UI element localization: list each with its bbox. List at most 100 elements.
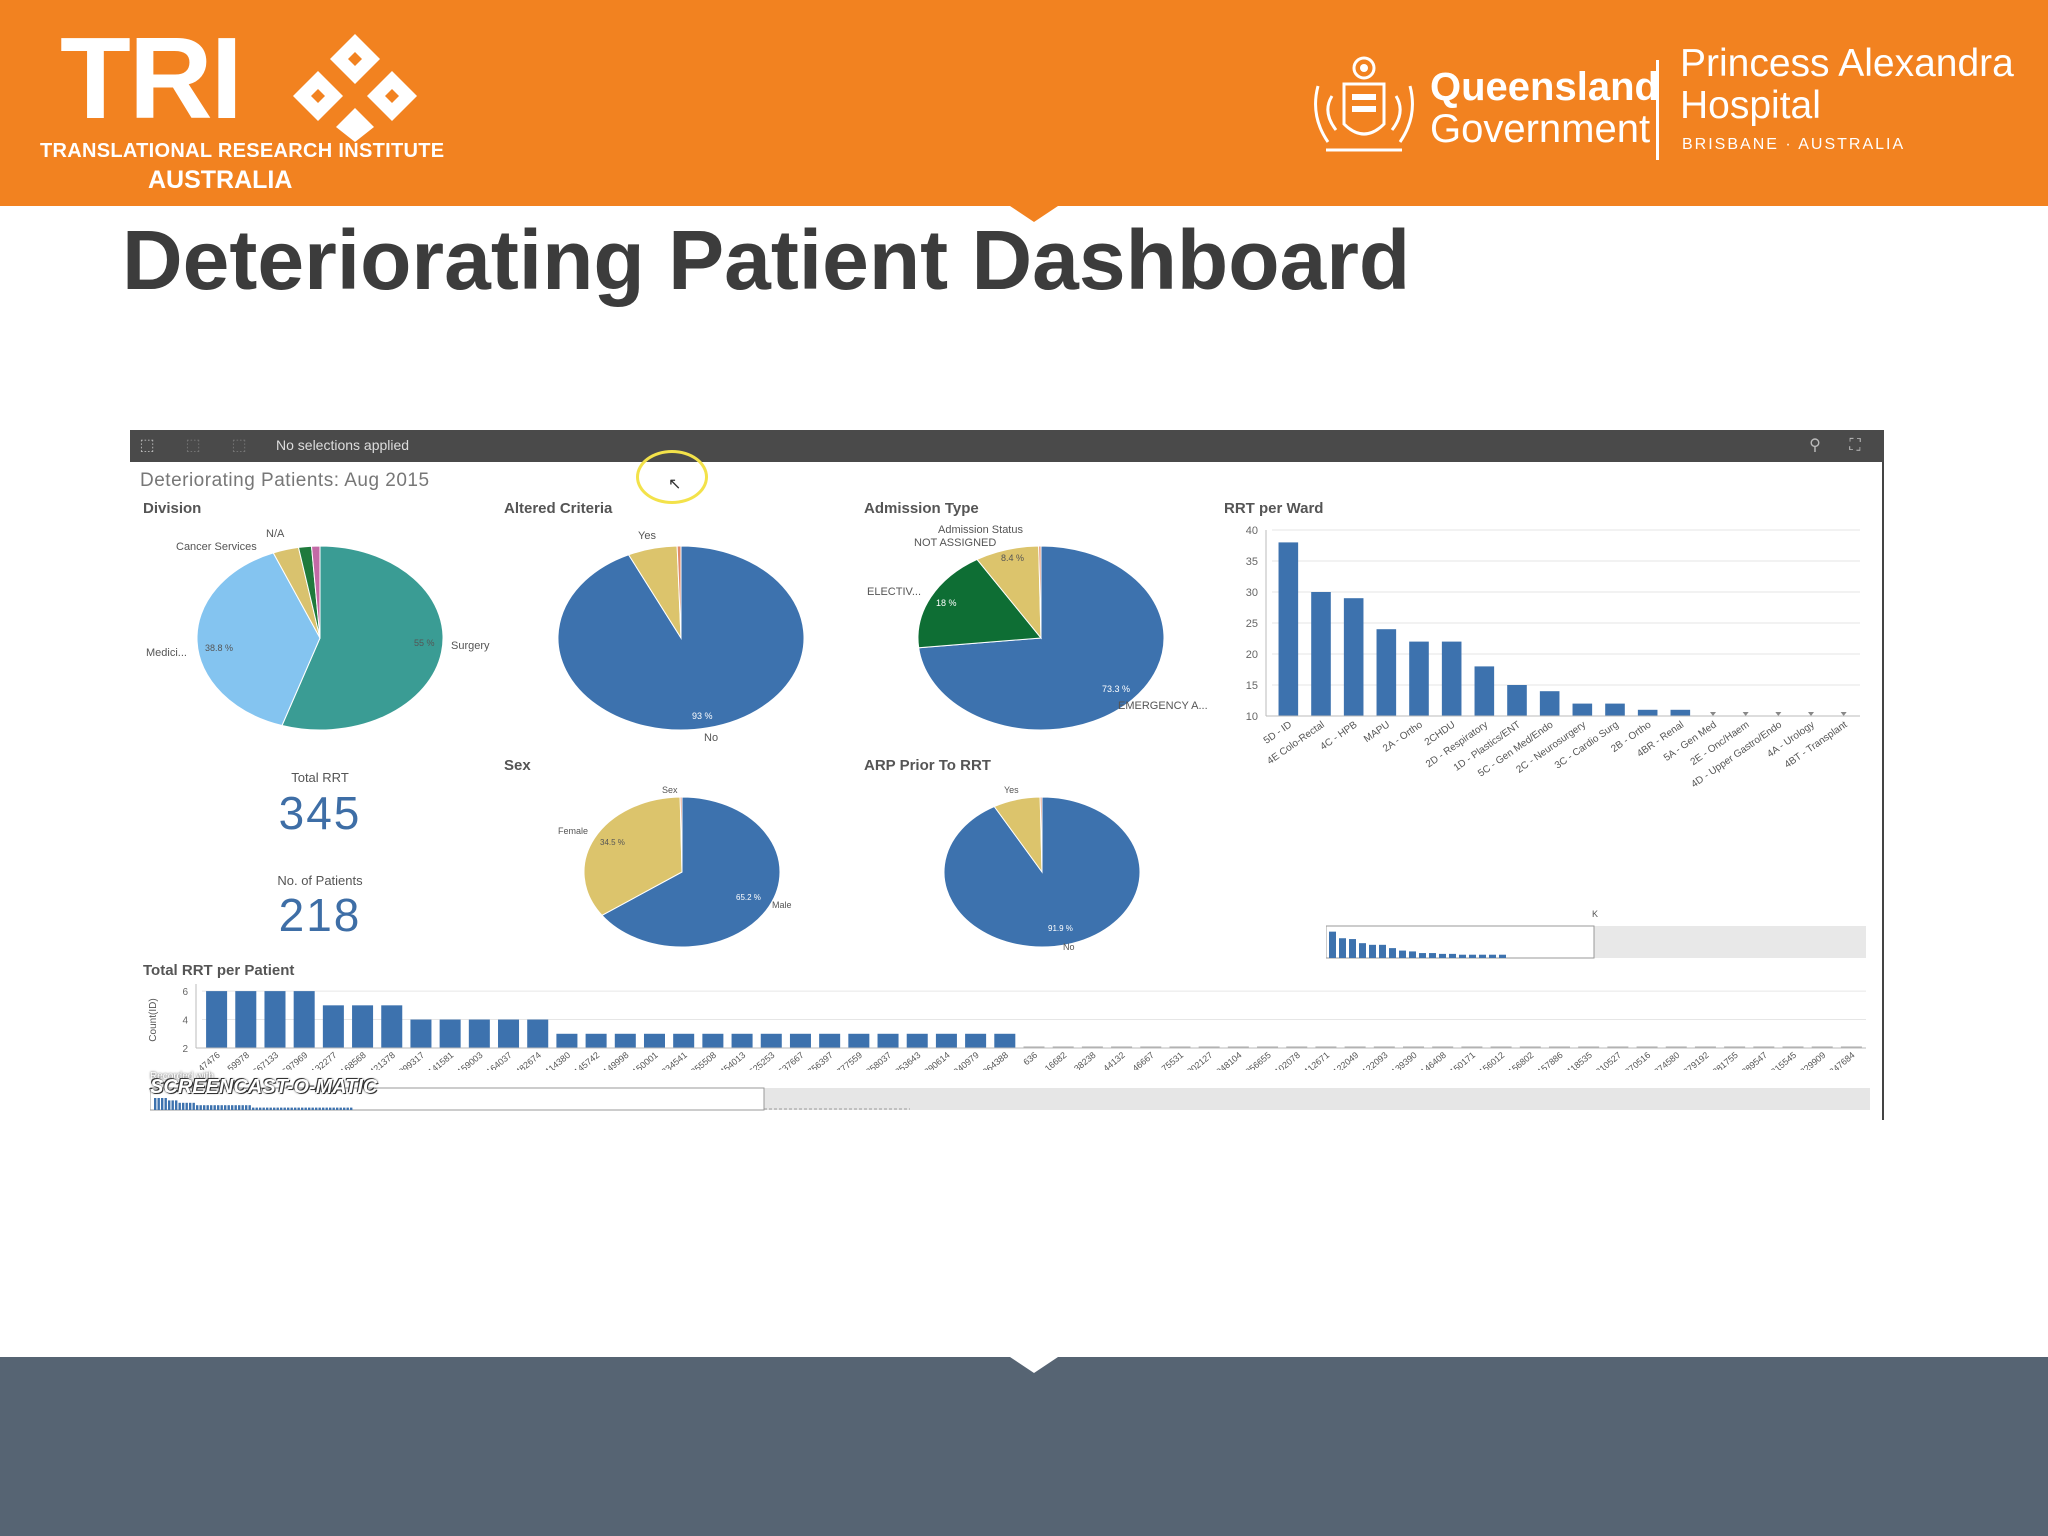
- division-pie[interactable]: [195, 544, 445, 732]
- tri-logo-word: TRI: [60, 13, 243, 143]
- pie-slice-male[interactable]: [601, 796, 781, 948]
- patient-bar[interactable]: [643, 1033, 666, 1048]
- selections-forward-icon[interactable]: ⬚: [185, 437, 201, 454]
- patient-bar[interactable]: [614, 1033, 636, 1048]
- ward-bar[interactable]: [1670, 709, 1691, 716]
- pie-slice-other[interactable]: [676, 545, 682, 639]
- mouse-cursor-icon: ↖: [668, 476, 682, 493]
- patient-bar[interactable]: [906, 1033, 928, 1048]
- total-rrt-patient-chart[interactable]: 2 4 6 Count(ID) 47476 59978 667133 697969113227…: [130, 978, 1870, 1070]
- patient-category-label: 454013: [718, 1050, 747, 1070]
- ward-bar[interactable]: [1742, 712, 1749, 716]
- patient-bar[interactable]: [789, 1033, 811, 1048]
- patient-category-label: 637667: [776, 1050, 805, 1070]
- patient-bar[interactable]: [235, 991, 257, 1048]
- scroll-preview-bar: [1469, 954, 1476, 958]
- patient-bar[interactable]: [527, 1019, 549, 1048]
- patient-bar[interactable]: [293, 991, 315, 1048]
- cursor-highlight: [636, 450, 708, 504]
- ward-bar[interactable]: [1605, 703, 1625, 716]
- selections-back-icon[interactable]: ⬚: [139, 437, 155, 454]
- admission-label-emergency: EMERGENCY A...: [1118, 700, 1208, 712]
- ward-bar[interactable]: [1376, 629, 1397, 716]
- pie-slice-other[interactable]: [310, 545, 321, 639]
- patient-bar[interactable]: [468, 1019, 490, 1048]
- pie-slice-other[interactable]: [1039, 796, 1043, 873]
- patient-category-label: 1114380: [540, 1050, 572, 1070]
- pie-slice-electiv-[interactable]: [917, 558, 1042, 649]
- rrt-ward-scrollbar[interactable]: [1326, 924, 1866, 960]
- sex-pct-female: 34.5 %: [600, 838, 625, 847]
- altered-criteria-pie[interactable]: [556, 544, 806, 732]
- ward-bar[interactable]: [1572, 703, 1593, 716]
- patient-bar[interactable]: [673, 1033, 695, 1048]
- patient-bar[interactable]: [352, 1005, 374, 1048]
- scroll-preview-bar: [217, 1105, 220, 1110]
- clear-selections-icon[interactable]: ⬚: [231, 437, 247, 454]
- patient-bar[interactable]: [381, 1005, 403, 1048]
- fullscreen-icon[interactable]: ⛶: [1849, 437, 1861, 454]
- scroll-preview-bar: [1359, 943, 1366, 958]
- patient-category-label: 1156012: [1474, 1050, 1507, 1070]
- y-tick-label: 10: [1246, 711, 1258, 723]
- ward-bar[interactable]: [1539, 691, 1560, 716]
- patient-bar[interactable]: [439, 1019, 461, 1048]
- ward-bar[interactable]: [1710, 712, 1716, 716]
- pie-slice-other[interactable]: [679, 796, 683, 873]
- ward-bar[interactable]: [1808, 712, 1814, 716]
- pie-slice-female[interactable]: [583, 796, 683, 916]
- patient-bar[interactable]: [585, 1033, 607, 1048]
- patient-bar[interactable]: [206, 991, 228, 1048]
- ward-bar[interactable]: [1637, 709, 1658, 716]
- patient-category-label: 1159003: [452, 1050, 485, 1070]
- patient-bar[interactable]: [410, 1019, 432, 1048]
- patient-bar[interactable]: [760, 1033, 782, 1048]
- arp-pie[interactable]: [942, 795, 1142, 949]
- patient-bar[interactable]: [935, 1033, 957, 1048]
- ward-bar[interactable]: [1474, 666, 1495, 716]
- y-tick-label: 2: [182, 1044, 188, 1055]
- scroll-preview-bar: [1389, 948, 1396, 958]
- patient-bar[interactable]: [731, 1033, 753, 1048]
- pie-slice-surgery[interactable]: [281, 545, 444, 731]
- patients-value: 218: [278, 889, 362, 941]
- patient-bar[interactable]: [965, 1033, 987, 1048]
- scroll-preview-bar: [241, 1105, 244, 1110]
- patient-category-label: 210527: [1594, 1050, 1623, 1070]
- patient-bar[interactable]: [819, 1033, 841, 1048]
- patient-category-label: 279192: [1681, 1050, 1710, 1070]
- patient-bar[interactable]: [264, 991, 286, 1048]
- ward-bar[interactable]: [1311, 592, 1331, 716]
- pie-slice-other[interactable]: [1038, 545, 1042, 639]
- ward-bar[interactable]: [1409, 641, 1429, 716]
- search-icon[interactable]: ⚲: [1809, 437, 1821, 454]
- ward-bar[interactable]: [1441, 641, 1462, 716]
- dashboard-toolbar: ⬚ ⬚ ⬚ No selections applied ⚲ ⛶: [130, 430, 1884, 462]
- patient-bar[interactable]: [848, 1033, 870, 1048]
- patient-bar[interactable]: [556, 1033, 578, 1048]
- patient-bar[interactable]: [702, 1033, 724, 1048]
- patient-bar[interactable]: [322, 1005, 344, 1048]
- pie-slice-medici-[interactable]: [196, 552, 321, 727]
- patient-category-label: 1168568: [335, 1050, 368, 1070]
- sex-pie[interactable]: [582, 795, 782, 949]
- patient-bar[interactable]: [994, 1033, 1016, 1048]
- total-rrt-patient-scrollbar[interactable]: [150, 1084, 1870, 1112]
- ward-bar[interactable]: [1507, 685, 1527, 716]
- ward-bar[interactable]: [1343, 598, 1364, 716]
- admission-type-pie[interactable]: [916, 544, 1166, 732]
- scroll-preview-bar: [238, 1105, 241, 1110]
- patient-bar[interactable]: [498, 1019, 520, 1048]
- patient-category-label: 697969: [280, 1050, 309, 1070]
- y-tick-label: 15: [1246, 680, 1258, 692]
- ward-bar[interactable]: [1775, 712, 1782, 716]
- patient-bar[interactable]: [877, 1033, 899, 1048]
- sex-title: Sex: [504, 757, 531, 774]
- ward-bar[interactable]: [1278, 542, 1299, 716]
- patient-category-label: 59978: [225, 1050, 251, 1070]
- scroll-preview-bar: [185, 1102, 188, 1110]
- admission-label-status: Admission Status: [938, 524, 1023, 536]
- scroll-preview-bar: [276, 1107, 279, 1110]
- ward-bar[interactable]: [1840, 712, 1847, 716]
